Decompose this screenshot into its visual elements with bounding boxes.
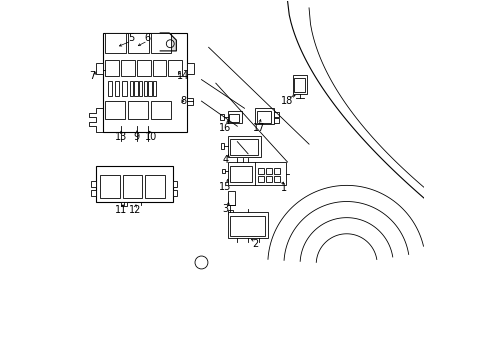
Bar <box>228 162 285 185</box>
Bar <box>96 63 102 74</box>
Bar <box>222 169 224 173</box>
Bar <box>105 60 119 76</box>
Bar <box>105 33 126 53</box>
Bar <box>229 114 239 122</box>
Bar <box>153 81 156 96</box>
Bar <box>168 60 182 76</box>
Bar <box>121 202 127 206</box>
Text: 1: 1 <box>280 183 286 193</box>
Bar <box>128 101 147 119</box>
Bar <box>273 168 279 174</box>
Text: 9: 9 <box>134 132 140 142</box>
Bar <box>257 176 264 182</box>
Bar <box>151 33 171 53</box>
Bar <box>292 75 306 94</box>
Bar <box>273 112 279 117</box>
Bar <box>273 118 279 123</box>
Text: 5: 5 <box>128 33 134 43</box>
Bar <box>148 81 151 96</box>
Bar <box>256 111 270 123</box>
Bar <box>265 176 271 182</box>
Bar <box>115 81 119 96</box>
Bar <box>221 143 224 149</box>
Bar <box>220 114 224 120</box>
Bar <box>96 166 172 202</box>
Bar <box>255 108 273 125</box>
Bar <box>143 81 147 96</box>
Bar <box>187 63 194 74</box>
Bar <box>137 60 150 76</box>
Bar <box>129 81 133 96</box>
Text: 2: 2 <box>252 239 258 249</box>
Bar <box>151 101 171 119</box>
Bar <box>144 175 164 198</box>
Bar <box>122 81 126 96</box>
Bar <box>228 210 232 214</box>
Bar <box>172 181 177 187</box>
Text: 18: 18 <box>281 96 293 106</box>
Bar <box>228 111 242 123</box>
Bar <box>257 168 264 174</box>
Bar <box>273 176 279 182</box>
Bar <box>230 216 265 236</box>
Text: 8: 8 <box>180 96 186 106</box>
Text: 14: 14 <box>177 71 189 81</box>
Bar <box>139 81 142 96</box>
Text: 17: 17 <box>252 123 264 133</box>
Text: 7: 7 <box>89 71 95 81</box>
Bar <box>102 33 187 132</box>
Bar <box>228 191 234 205</box>
Bar <box>121 60 135 76</box>
Bar <box>100 175 120 198</box>
Text: 11: 11 <box>114 206 127 216</box>
Bar <box>230 139 258 155</box>
Bar <box>91 190 96 196</box>
Text: 12: 12 <box>129 206 141 216</box>
Text: 16: 16 <box>218 123 230 133</box>
Polygon shape <box>160 33 176 51</box>
Bar <box>187 98 192 105</box>
Text: 13: 13 <box>114 132 127 142</box>
Bar <box>122 175 142 198</box>
Bar <box>105 101 125 119</box>
Bar <box>230 166 251 182</box>
Text: 4: 4 <box>223 155 228 165</box>
Bar <box>228 212 267 238</box>
Text: 3: 3 <box>223 204 228 215</box>
Text: 10: 10 <box>145 132 157 142</box>
Bar <box>152 60 166 76</box>
Bar <box>107 81 112 96</box>
Text: 6: 6 <box>144 33 150 43</box>
Bar <box>172 190 177 196</box>
Bar <box>228 136 260 157</box>
Bar <box>294 78 305 93</box>
Bar <box>265 168 271 174</box>
Text: 15: 15 <box>218 182 230 192</box>
Bar <box>128 33 148 53</box>
Bar <box>91 181 96 187</box>
Bar <box>134 81 137 96</box>
